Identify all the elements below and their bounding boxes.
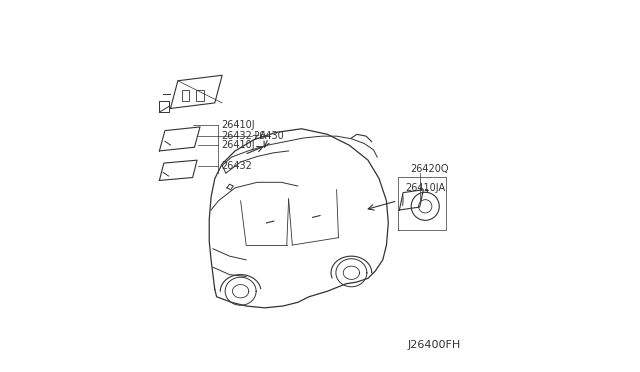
Text: 26410J: 26410J	[221, 140, 255, 150]
Bar	[182, 90, 189, 101]
Text: J26400FH: J26400FH	[407, 340, 460, 350]
Text: 26430: 26430	[253, 131, 284, 141]
Text: 26420Q: 26420Q	[410, 164, 449, 174]
Text: 26432: 26432	[221, 161, 252, 171]
Text: 26410J: 26410J	[221, 120, 255, 130]
Bar	[196, 90, 204, 101]
Text: 26432+A: 26432+A	[221, 131, 267, 141]
Text: 26410JA: 26410JA	[405, 183, 445, 193]
